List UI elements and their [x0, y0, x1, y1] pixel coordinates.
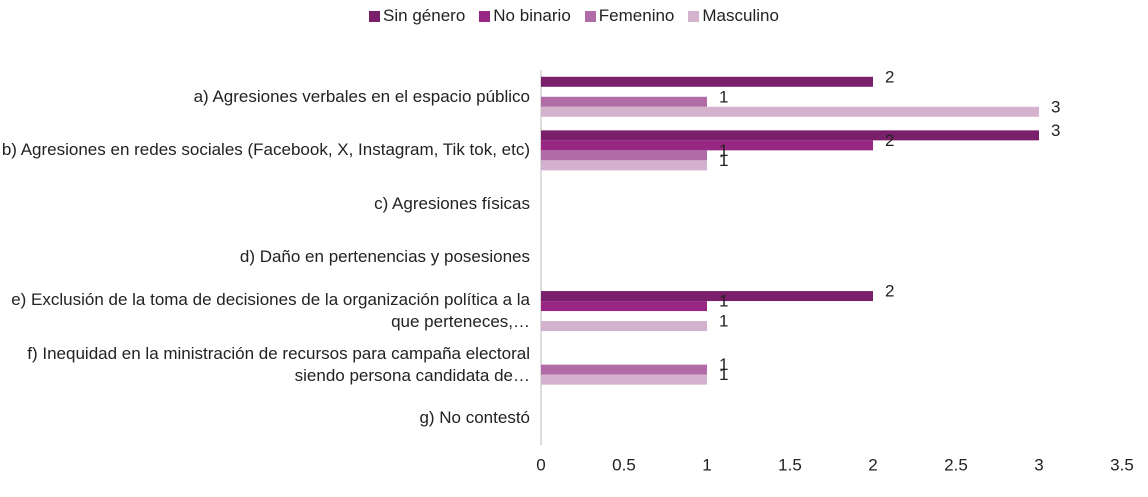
data-label: 2	[885, 67, 894, 86]
data-label: 1	[719, 87, 728, 106]
legend-swatch	[688, 10, 700, 22]
legend-item: Sin género	[369, 6, 465, 26]
bar	[541, 301, 707, 312]
data-label: 1	[719, 292, 728, 311]
bar	[541, 130, 1039, 141]
x-tick-label: 1.5	[778, 455, 802, 474]
data-label: 3	[1051, 121, 1060, 140]
data-label: 1	[719, 141, 728, 160]
x-tick-label: 2	[868, 455, 877, 474]
x-tick-label: 3.5	[1110, 455, 1134, 474]
legend-item: Masculino	[688, 6, 779, 26]
x-tick-label: 0	[536, 455, 545, 474]
data-label: 2	[885, 282, 894, 301]
legend-swatch	[584, 10, 596, 22]
data-label: 1	[719, 312, 728, 331]
bar	[541, 96, 707, 107]
category-label: f) Inequidad en la ministración de recur…	[27, 343, 530, 385]
legend-item: Femenino	[584, 6, 675, 26]
bar	[541, 106, 1039, 117]
legend-item: No binario	[479, 6, 571, 26]
x-tick-label: 3	[1034, 455, 1043, 474]
category-label: a) Agresiones verbales en el espacio púb…	[193, 86, 530, 106]
category-label: b) Agresiones en redes sociales (Faceboo…	[1, 140, 530, 160]
legend: Sin género No binario Femenino Masculino	[0, 6, 1148, 26]
legend-swatch	[369, 10, 381, 22]
data-label: 1	[719, 355, 728, 374]
legend-label: Sin género	[383, 6, 466, 25]
bar	[541, 160, 707, 171]
data-label: 2	[885, 131, 894, 150]
x-tick-label: 0.5	[612, 455, 636, 474]
category-label: g) No contestó	[419, 408, 530, 428]
category-label: e) Exclusión de la toma de decisiones de…	[11, 290, 530, 332]
category-label: d) Daño en pertenencias y posesiones	[239, 247, 530, 267]
category-label: c) Agresiones físicas	[374, 193, 530, 213]
data-label: 1	[719, 151, 728, 170]
data-label: 3	[1051, 97, 1060, 116]
legend-label: No binario	[493, 6, 571, 25]
bar	[541, 374, 707, 385]
bar	[541, 291, 873, 302]
bar	[541, 150, 707, 161]
legend-label: Femenino	[598, 6, 675, 25]
x-tick-label: 1	[702, 455, 711, 474]
data-label: 1	[719, 365, 728, 384]
legend-label: Masculino	[702, 6, 779, 25]
bar	[541, 321, 707, 332]
x-tick-label: 2.5	[944, 455, 968, 474]
bar	[541, 364, 707, 375]
bar	[541, 140, 873, 151]
legend-swatch	[479, 10, 491, 22]
bar	[541, 76, 873, 87]
